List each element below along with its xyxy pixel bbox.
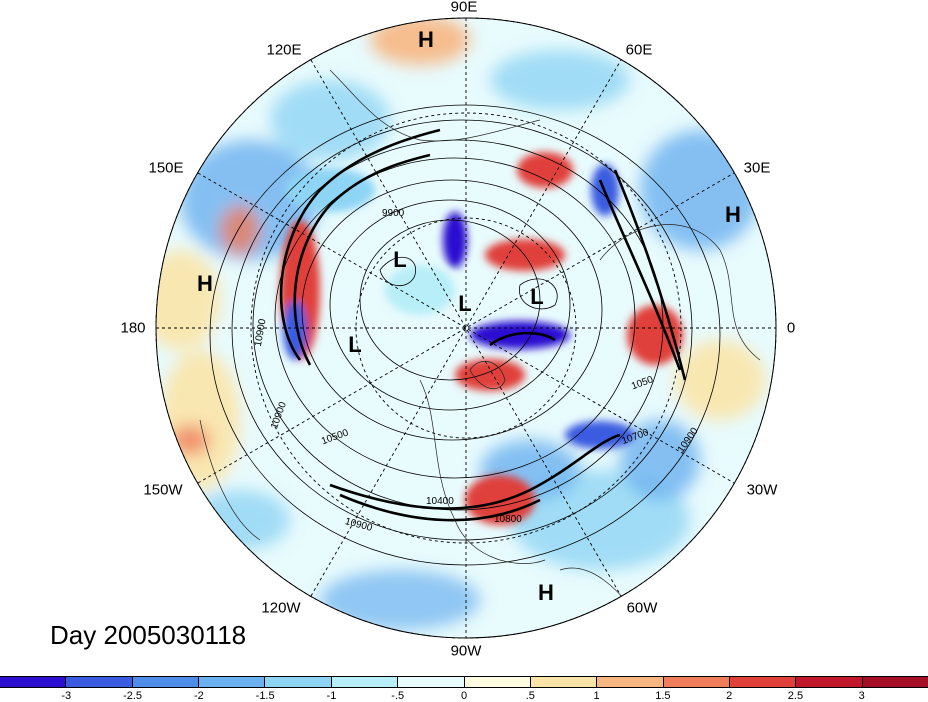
colorbar-tick-label: -.5: [391, 690, 405, 702]
colorbar-segment: [796, 677, 863, 687]
colorbar-tick-label: -1.5: [255, 690, 275, 702]
colorbar-segment: [398, 677, 465, 687]
colorbar-tick-label: .5: [525, 690, 535, 702]
colorbar-segment: [265, 677, 332, 687]
lon-label-120w: 120W: [261, 599, 301, 617]
high-pressure-marker: H: [725, 202, 741, 227]
colorbar-segment: [464, 677, 531, 687]
colorbar-segment: [199, 677, 266, 687]
colorbar-segment: [663, 677, 730, 687]
lon-label-90w: 90W: [450, 642, 482, 660]
colorbar-tick-label: -1: [326, 690, 337, 702]
lon-label-150e: 150E: [148, 159, 184, 177]
lon-label-150w: 150W: [143, 481, 183, 499]
lon-label-180: 180: [120, 319, 146, 337]
colorbar-tick-label: 2: [726, 690, 733, 702]
colorbar-tick-label: 2.5: [787, 690, 804, 702]
height-contours: [209, 104, 721, 566]
colorbar-segment: [597, 677, 664, 687]
colorbar-tick-label: 0: [460, 690, 468, 702]
colorbar-segment: [66, 677, 133, 687]
colorbar-tick-label: 1: [593, 690, 600, 702]
colorbar: [0, 676, 928, 688]
contour-label: 10400: [426, 496, 454, 507]
colorbar-segment: [530, 677, 598, 687]
lon-label-30e: 30E: [743, 159, 771, 177]
colorbar-segment: [331, 677, 399, 687]
contour-label: 10800: [494, 514, 522, 525]
low-pressure-marker: L: [530, 284, 544, 309]
colorbar-segment: [132, 677, 200, 687]
colorbar-segment: [862, 677, 928, 687]
colorbar-tick-label: -2.5: [123, 690, 143, 702]
coastlines: [199, 69, 761, 621]
anomaly-field: [156, 18, 776, 638]
colorbar-segment: [0, 677, 67, 687]
high-pressure-marker: H: [197, 271, 213, 296]
low-pressure-marker: L: [458, 291, 472, 316]
low-pressure-marker: L: [393, 247, 407, 272]
lon-label-0: 0: [786, 319, 796, 337]
colorbar-tick-label: 3: [858, 690, 865, 702]
jet-contours: [279, 128, 687, 522]
contour-label: 9900: [382, 208, 405, 219]
high-pressure-marker: H: [418, 27, 434, 52]
high-pressure-marker: H: [538, 580, 554, 605]
colorbar-tick-label: -2: [193, 690, 204, 702]
map-title: Day 2005030118: [50, 620, 247, 650]
colorbar-tick-label: -3: [61, 690, 72, 702]
lon-label-60e: 60E: [625, 41, 653, 59]
map-boundary: [155, 17, 777, 639]
colorbar-tick-label: 1.5: [655, 690, 671, 702]
lon-label-120e: 120E: [266, 41, 302, 59]
lon-label-30w: 30W: [746, 481, 778, 499]
lon-label-90e: 90E: [450, 0, 478, 16]
contour-label: 10900: [253, 318, 269, 348]
colorbar-segment: [729, 677, 797, 687]
lon-label-60w: 60W: [626, 599, 658, 617]
low-pressure-marker: L: [348, 332, 362, 357]
